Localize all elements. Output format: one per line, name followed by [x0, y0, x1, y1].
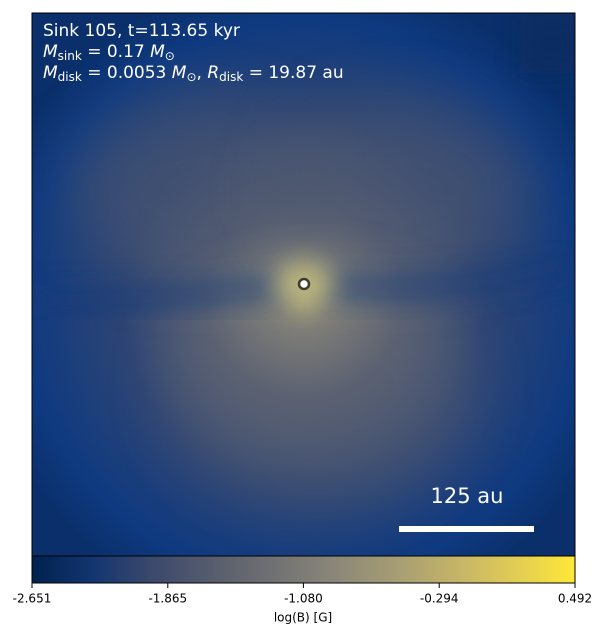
annotation-line: Sink 105, t=113.65 kyr: [43, 21, 240, 41]
annotation-segment: R: [207, 63, 219, 83]
annotation-segment: ,: [197, 63, 208, 83]
map-image: [32, 13, 575, 556]
annotation-segment: disk: [58, 70, 82, 84]
annotation-line: Msink​ = 0.17 M⊙​: [43, 42, 175, 63]
annotation-segment: ⊙: [165, 49, 175, 63]
annotation-segment: sink: [58, 49, 82, 63]
colorbar-tick-label: 0.492: [558, 592, 592, 606]
colorbar-tick-label: -0.294: [420, 592, 459, 606]
annotation-segment: ⊙: [186, 70, 196, 84]
annotation-segment: = 19.87 au: [243, 63, 343, 83]
scale-bar: [399, 526, 534, 532]
annotation-segment: M: [43, 42, 58, 62]
annotation-line: Mdisk​ = 0.0053 M⊙​, Rdisk​ = 19.87 au: [43, 63, 344, 84]
colorbar-tick-label: -2.651: [13, 592, 52, 606]
annotation-segment: M: [150, 42, 165, 62]
colorbar-tick-label: -1.865: [148, 592, 187, 606]
annotation-segment: = 0.17: [82, 42, 150, 62]
annotation-segment: Sink 105, t=113.65 kyr: [43, 21, 240, 41]
colorbar: [31, 555, 576, 584]
annotation-segment: = 0.0053: [82, 63, 172, 83]
annotation-segment: M: [43, 63, 58, 83]
annotation-segment: disk: [219, 70, 243, 84]
annotation-segment: M: [172, 63, 187, 83]
colorbar-label: log(B) [G]: [274, 611, 332, 625]
scale-bar-label: 125 au: [431, 484, 504, 508]
colorbar-tick-label: -1.080: [284, 592, 323, 606]
sink-marker: [297, 277, 311, 291]
